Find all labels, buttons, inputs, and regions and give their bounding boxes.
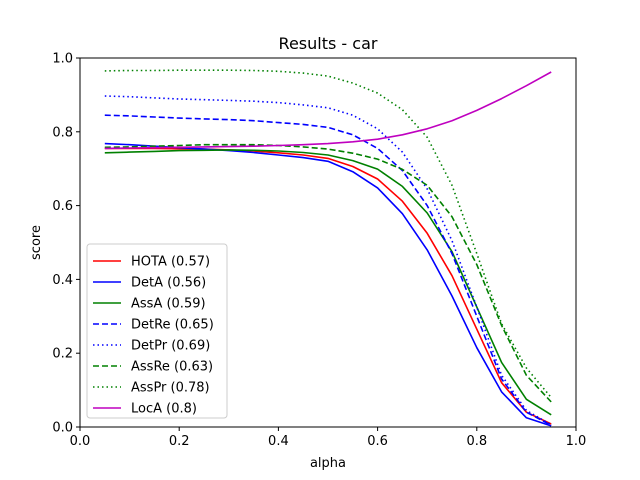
y-tick-label: 1.0 (52, 52, 73, 67)
x-tick-label: 0.4 (268, 434, 289, 449)
series-line (104, 114, 552, 426)
y-tick-label: 0.4 (52, 273, 73, 288)
x-tick-label: 0.2 (169, 434, 190, 449)
series-line (104, 71, 552, 150)
legend-label: AssRe (0.63) (131, 360, 213, 375)
y-tick-label: 0.2 (52, 347, 73, 362)
x-tick-group: 0.0 0.2 0.4 0.6 0.8 1.0 (70, 427, 587, 449)
legend-label: DetA (0.56) (131, 276, 206, 291)
legend-label: HOTA (0.57) (131, 255, 210, 270)
legend-label: AssPr (0.78) (131, 381, 210, 396)
series-line (104, 149, 552, 416)
legend-label: DetPr (0.69) (131, 339, 210, 354)
x-tick-label: 0.0 (70, 434, 91, 449)
chart-title: Results - car (279, 34, 378, 53)
legend-label: LocA (0.8) (131, 402, 197, 417)
x-tick-label: 1.0 (566, 434, 587, 449)
plot-area-frame (79, 57, 577, 428)
series-line (104, 143, 552, 403)
y-tick-label: 0.0 (52, 421, 73, 436)
plot-series-group (104, 69, 552, 427)
legend-label: DetRe (0.65) (131, 318, 214, 333)
y-tick-group: 0.0 0.2 0.4 0.6 0.8 1.0 (52, 52, 80, 436)
x-tick-label: 0.8 (466, 434, 487, 449)
legend-box (86, 243, 228, 419)
legend: HOTA (0.57) DetA (0.56) AssA (0.59) DetRe (… (86, 243, 228, 419)
series-line (104, 147, 552, 425)
y-tick-label: 0.6 (52, 199, 73, 214)
y-tick-label: 0.8 (52, 125, 73, 140)
y-axis-label: score (29, 225, 44, 260)
legend-label: AssA (0.59) (131, 297, 206, 312)
x-tick-label: 0.6 (367, 434, 388, 449)
x-axis-label: alpha (310, 456, 346, 471)
